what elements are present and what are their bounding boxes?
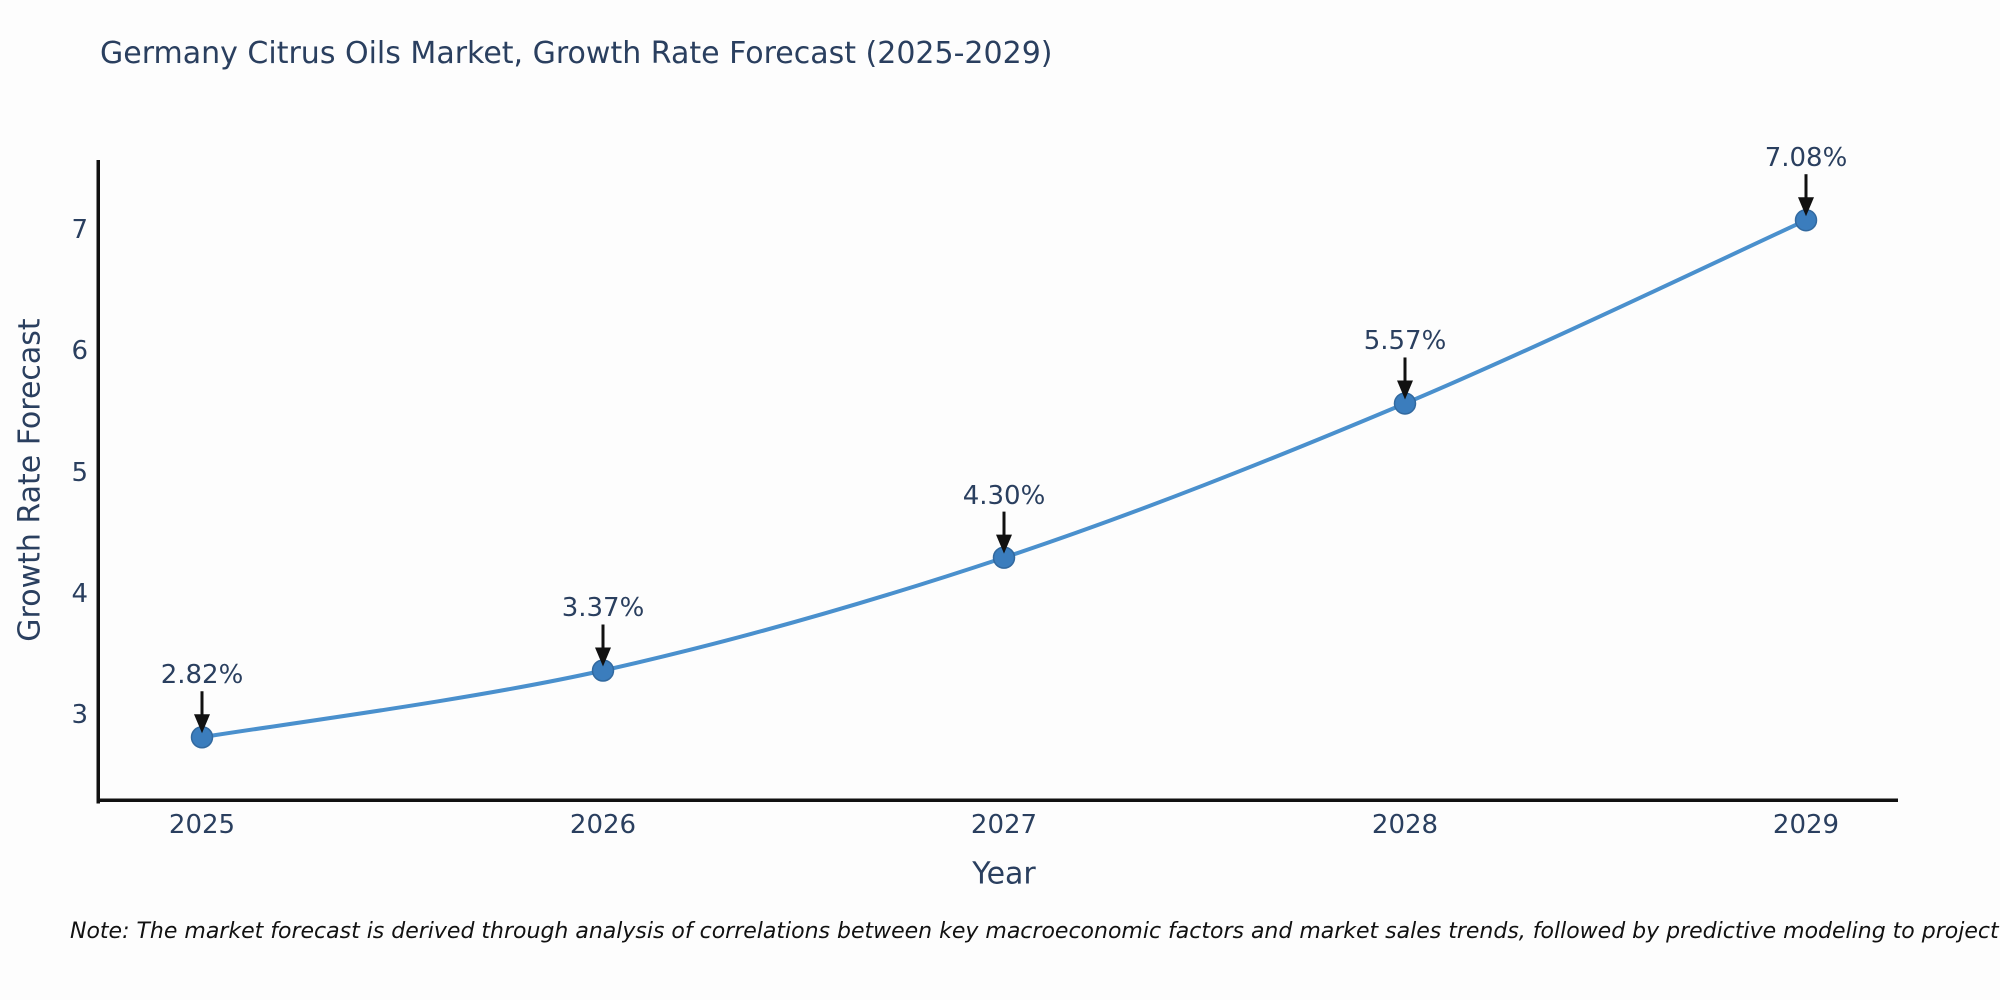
- annotation-arrowhead: [595, 647, 611, 667]
- data-point-label: 5.57%: [1363, 326, 1447, 357]
- y-axis-title: Growth Rate Forecast: [12, 318, 48, 642]
- x-axis-title: Year: [972, 856, 1036, 892]
- x-tick-label: 2025: [168, 810, 236, 840]
- y-tick-label: 6: [71, 336, 88, 367]
- data-point-label: 4.30%: [962, 480, 1046, 511]
- data-point-label: 3.37%: [561, 593, 645, 624]
- x-tick-label: 2028: [1371, 810, 1439, 840]
- data-point-label: 2.82%: [160, 660, 244, 691]
- x-axis-spine: [96, 798, 1898, 802]
- x-tick-label: 2026: [569, 810, 637, 840]
- data-point-label: 7.08%: [1764, 143, 1848, 174]
- y-tick-label: 4: [71, 579, 88, 610]
- y-axis-spine: [96, 160, 100, 804]
- y-tick-label: 7: [71, 214, 88, 245]
- annotation-arrowhead: [194, 714, 210, 734]
- x-tick-label: 2027: [970, 810, 1038, 840]
- annotation-arrowhead: [996, 534, 1012, 554]
- chart-title: Germany Citrus Oils Market, Growth Rate …: [100, 36, 1053, 71]
- chart-note: Note: The market forecast is derived thr…: [70, 919, 2000, 944]
- y-tick-label: 3: [71, 700, 88, 731]
- series-line: [200, 218, 1808, 740]
- x-tick-label: 2029: [1772, 810, 1840, 840]
- annotation-arrowhead: [1397, 380, 1413, 400]
- y-tick-label: 5: [71, 457, 88, 488]
- annotation-arrowhead: [1798, 197, 1814, 217]
